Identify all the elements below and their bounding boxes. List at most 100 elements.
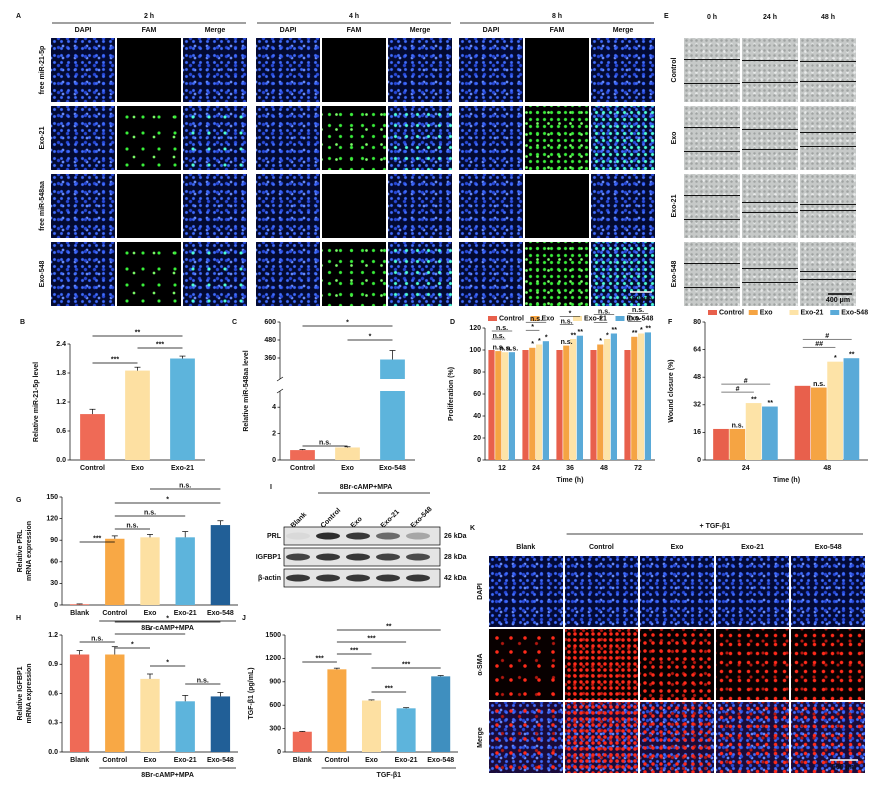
bar bbox=[843, 358, 860, 460]
wound-edge bbox=[800, 210, 856, 211]
legend-label: Exo-548 bbox=[627, 315, 654, 322]
group-label: 8Br-cAMP+MPA bbox=[141, 625, 194, 632]
dapi-image bbox=[458, 37, 524, 103]
dapi-image bbox=[563, 555, 640, 628]
y-tick-label: 600 bbox=[264, 319, 276, 326]
wound-edge bbox=[684, 127, 740, 128]
bar bbox=[327, 669, 347, 752]
wound-edge bbox=[800, 81, 856, 82]
wound-edge bbox=[800, 146, 856, 147]
lane-label: Exo-21 bbox=[380, 508, 401, 529]
significance-label: * bbox=[149, 627, 152, 634]
merge-image bbox=[182, 173, 248, 239]
scale-bar-label: 400 μm bbox=[826, 297, 850, 304]
bar bbox=[644, 332, 651, 460]
fam-image bbox=[524, 105, 590, 171]
y-tick-label: 60 bbox=[473, 391, 481, 398]
row-label: α-SMA bbox=[477, 653, 484, 675]
significance-label: n.s. bbox=[506, 346, 518, 353]
treatment-label: + TGF-β1 bbox=[700, 523, 731, 530]
legend-swatch bbox=[615, 316, 625, 321]
bar bbox=[380, 359, 405, 460]
blot-band bbox=[286, 553, 310, 561]
x-tick-label: Blank bbox=[293, 757, 312, 764]
row-label: DAPI bbox=[477, 583, 484, 600]
merge-image bbox=[590, 37, 656, 103]
significance-label: n.s. bbox=[813, 381, 825, 388]
x-tick-label: Control bbox=[324, 757, 349, 764]
blot-band bbox=[346, 574, 370, 582]
y-axis-title: Relative PRL bbox=[17, 529, 24, 573]
significance-label: n.s. bbox=[179, 482, 191, 489]
band-name: PRL bbox=[267, 533, 282, 540]
panel-label: C bbox=[232, 319, 237, 326]
y-tick-label: 0 bbox=[697, 457, 701, 464]
panel-label: K bbox=[470, 525, 475, 532]
row-label: Exo-21 bbox=[39, 126, 46, 149]
wound-edge bbox=[684, 219, 740, 220]
bar bbox=[175, 537, 195, 605]
y-tick-label: 1500 bbox=[265, 632, 281, 639]
significance-label: * bbox=[599, 338, 602, 345]
significance-label: * bbox=[531, 324, 534, 331]
bar bbox=[597, 344, 604, 460]
significance-label: ** bbox=[135, 329, 141, 336]
x-tick-label: Control bbox=[102, 610, 127, 617]
legend-swatch bbox=[789, 310, 799, 315]
bar bbox=[576, 335, 583, 460]
fam-image bbox=[524, 241, 590, 307]
wound-edge bbox=[684, 195, 740, 196]
bar bbox=[502, 352, 509, 460]
legend-label: Exo bbox=[542, 315, 555, 322]
panel-label: E bbox=[664, 13, 669, 20]
bar bbox=[69, 604, 90, 605]
x-tick-label: 48 bbox=[823, 465, 831, 472]
x-tick-label: Exo-548 bbox=[207, 757, 234, 764]
bar bbox=[827, 361, 843, 460]
channel-header: FAM bbox=[550, 27, 565, 34]
x-tick-label: Exo bbox=[144, 757, 157, 764]
y-tick-label: 120 bbox=[46, 515, 58, 522]
wound-image bbox=[799, 37, 857, 103]
row-label: free miR-548aa bbox=[39, 181, 46, 231]
wound-edge bbox=[742, 202, 798, 203]
bar bbox=[713, 428, 729, 460]
y-tick-label: 1200 bbox=[265, 655, 281, 662]
y-tick-label: 1.2 bbox=[56, 399, 66, 406]
scale-bar-label: 500 μm bbox=[628, 296, 652, 303]
y-tick-label: 150 bbox=[46, 494, 58, 501]
y-tick-label: 120 bbox=[469, 325, 481, 332]
significance-label: * bbox=[346, 319, 349, 326]
significance-label: # bbox=[744, 378, 748, 385]
bar bbox=[563, 345, 570, 460]
significance-label: ** bbox=[386, 623, 392, 630]
merge-image bbox=[387, 37, 453, 103]
significance-label: * bbox=[640, 327, 643, 334]
wound-edge bbox=[742, 212, 798, 213]
wound-edge bbox=[800, 204, 856, 205]
significance-label: n.s. bbox=[499, 346, 511, 353]
y-tick-label: 16 bbox=[693, 429, 701, 436]
break-mark bbox=[276, 388, 284, 394]
y-tick-label: 60 bbox=[50, 559, 58, 566]
panel-label: D bbox=[450, 319, 455, 326]
channel-header: Merge bbox=[613, 27, 634, 34]
significance-label: * bbox=[545, 335, 548, 342]
x-tick-label: 36 bbox=[566, 465, 574, 472]
y-axis-title: mRNA expression bbox=[26, 663, 33, 723]
significance-label: * bbox=[166, 496, 169, 503]
bar bbox=[125, 370, 150, 460]
significance-label: * bbox=[166, 615, 169, 622]
blot-band bbox=[406, 553, 430, 561]
y-axis-title: Relative miR-548aa level bbox=[243, 350, 250, 431]
significance-label: n.s. bbox=[197, 677, 209, 684]
fam-image bbox=[321, 105, 387, 171]
x-tick-label: 72 bbox=[634, 465, 642, 472]
blot-band bbox=[376, 532, 400, 540]
x-axis-title: Time (h) bbox=[773, 477, 800, 484]
y-tick-label: 0.0 bbox=[48, 749, 58, 756]
y-axis-title: mRNA expression bbox=[26, 521, 33, 581]
merge-image bbox=[488, 701, 564, 774]
significance-label: *** bbox=[367, 635, 375, 642]
time-header: 24 h bbox=[763, 14, 777, 21]
